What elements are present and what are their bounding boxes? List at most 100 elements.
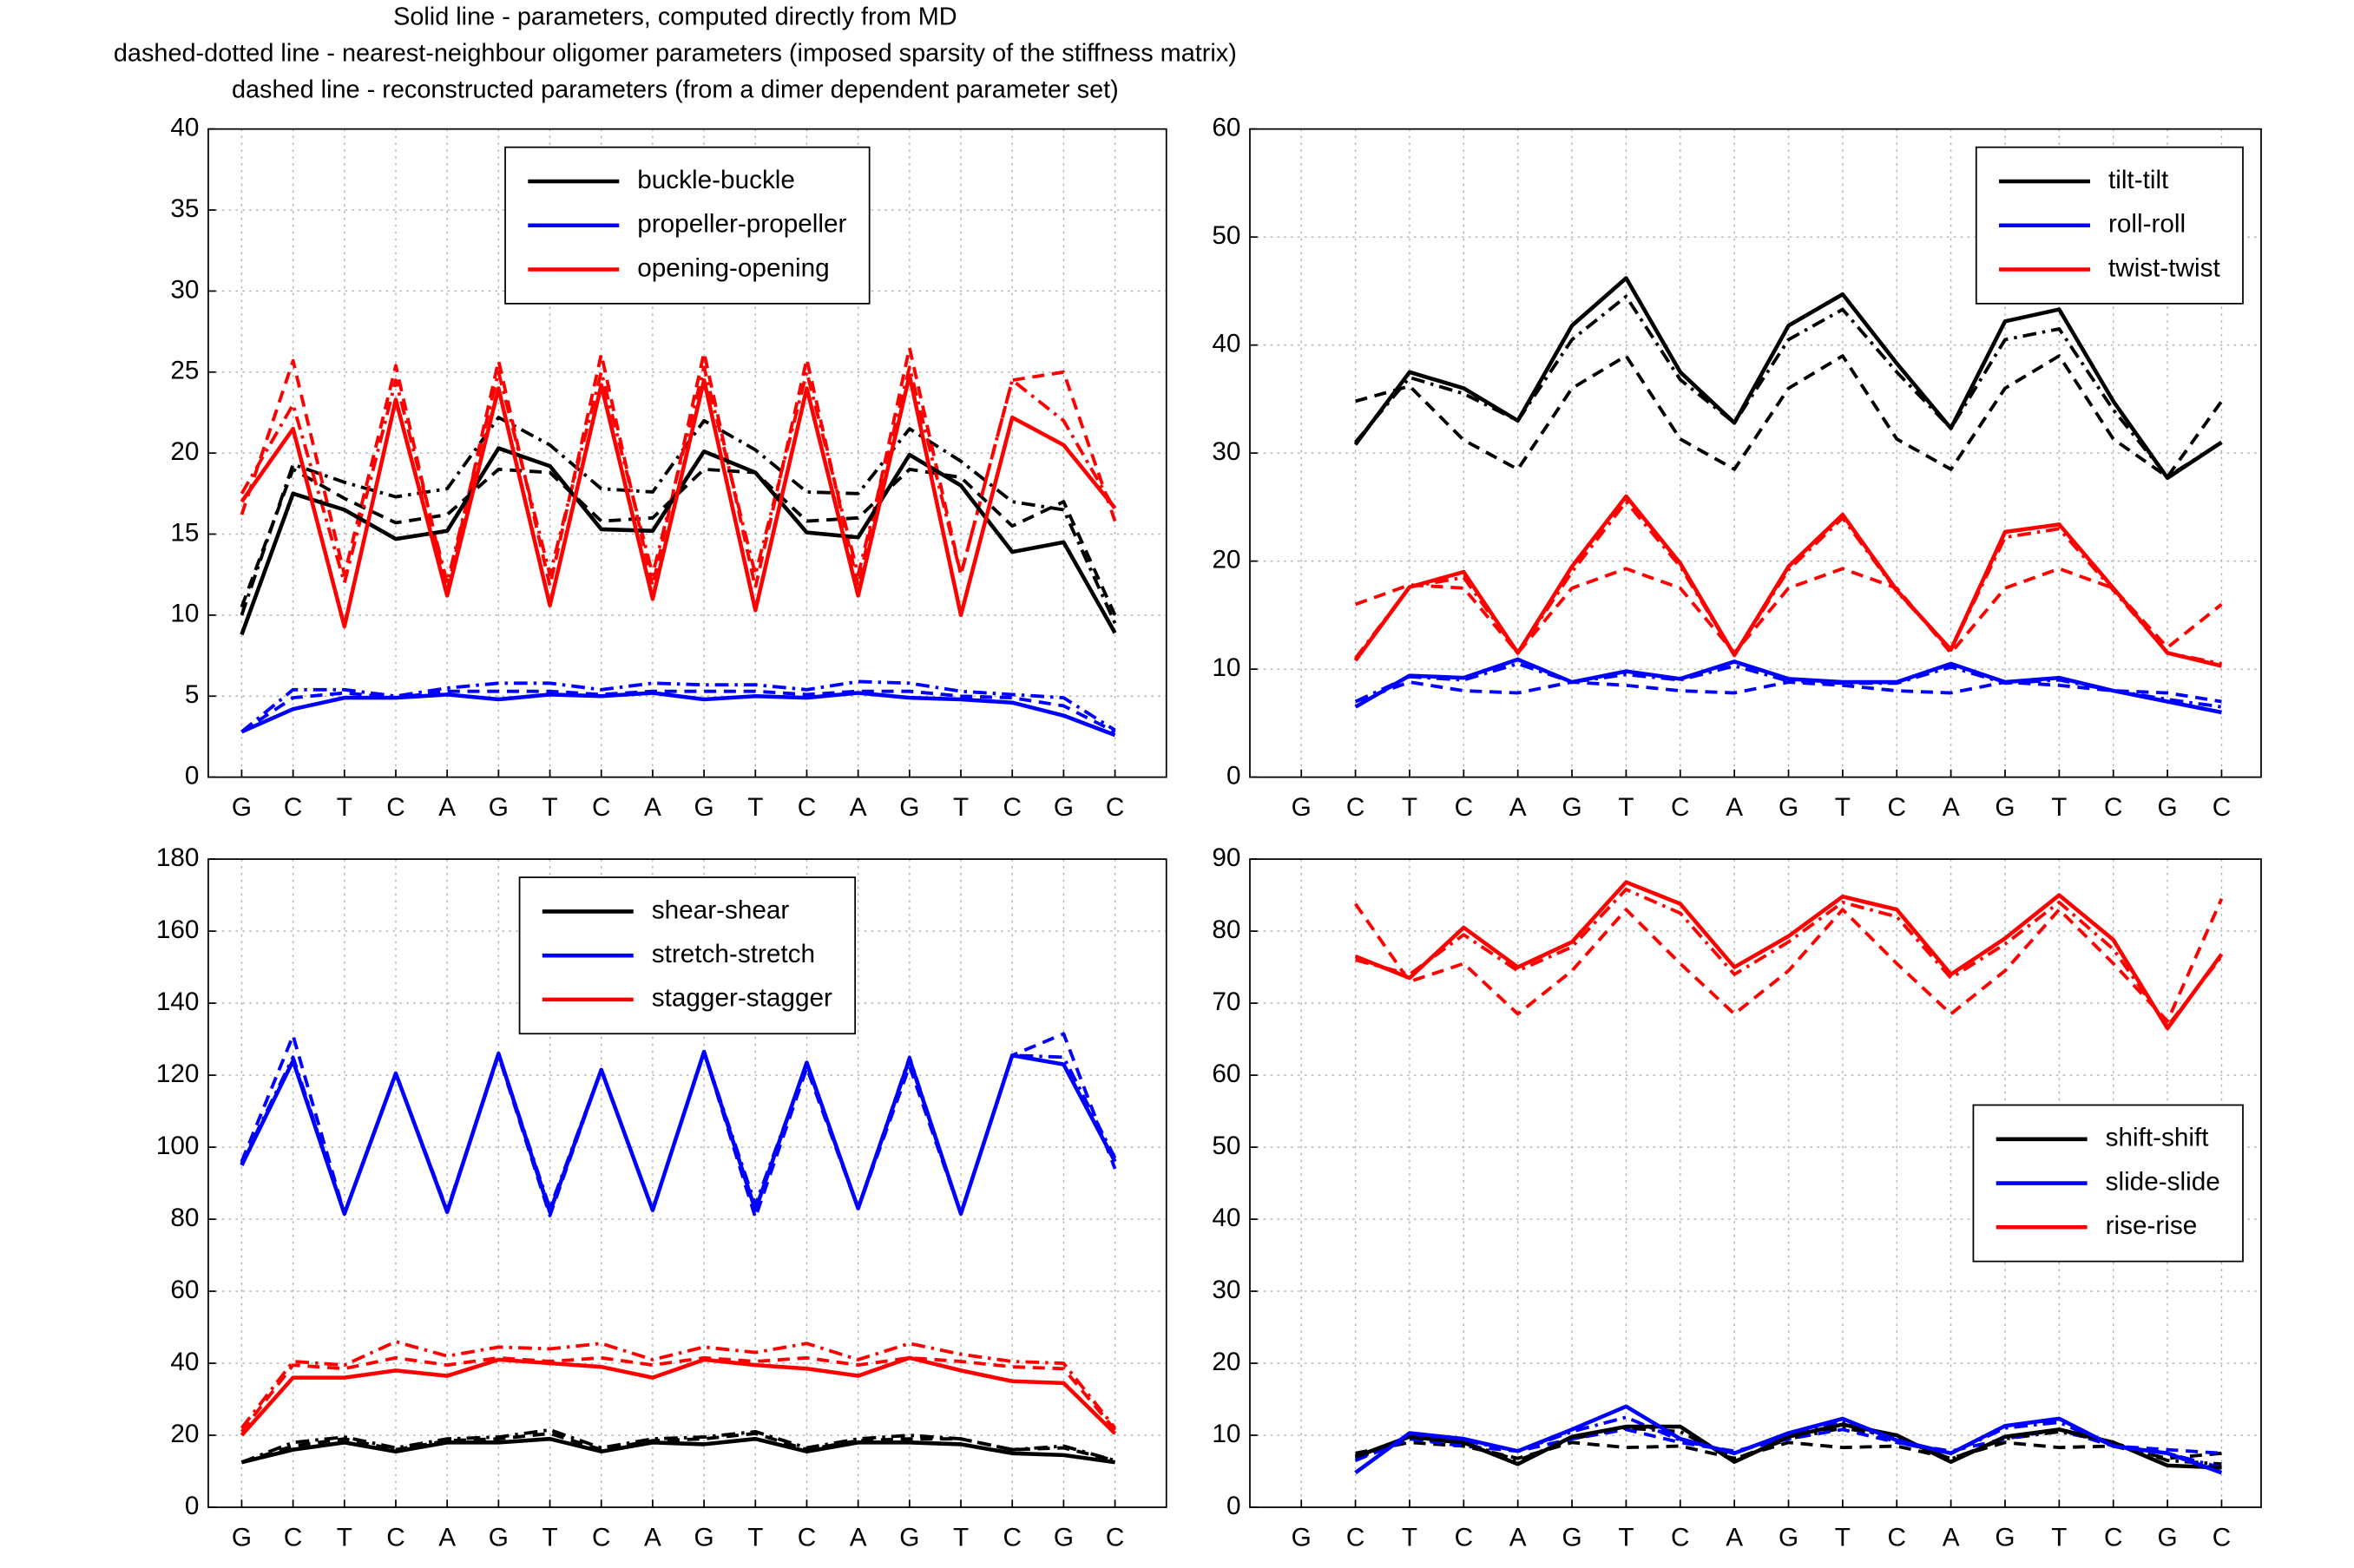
x-tick-label: G bbox=[232, 793, 252, 822]
x-tick-label: G bbox=[694, 793, 714, 822]
x-tick-label: C bbox=[1106, 1524, 1124, 1552]
x-tick-label: G bbox=[694, 1524, 714, 1552]
series-line bbox=[240, 679, 1116, 733]
legend-label: propeller-propeller bbox=[637, 210, 846, 239]
x-tick-label: G bbox=[2158, 1524, 2178, 1552]
x-tick-label: T bbox=[1835, 1524, 1851, 1552]
chart-title: dashed-dotted line - nearest-neighbour o… bbox=[114, 40, 1237, 68]
y-tick-label: 40 bbox=[1212, 1204, 1240, 1232]
y-tick-label: 120 bbox=[156, 1060, 200, 1088]
series-line bbox=[240, 691, 1116, 738]
series-line bbox=[1355, 1440, 2222, 1460]
subplot: 0 10 20 30 40 50 60 70 80 90 G C T C A G T C A G T C A G T C G Cshi… bbox=[1212, 843, 2262, 1552]
y-tick-label: 30 bbox=[1212, 1276, 1240, 1304]
legend-label: stretch-stretch bbox=[652, 940, 815, 968]
y-tick-label: 20 bbox=[1212, 1348, 1240, 1376]
legend: shift-shift slide-slide rise-rise bbox=[1972, 1104, 2244, 1263]
x-tick-label: G bbox=[1292, 1524, 1312, 1552]
y-tick-label: 100 bbox=[156, 1132, 200, 1160]
series-line bbox=[240, 416, 1117, 625]
x-tick-label: T bbox=[953, 793, 969, 822]
series-line bbox=[1353, 897, 2224, 1023]
subplot: 0 20 40 60 80 100 120 140 160 180 G C T C A G T C A G T C A G T C… bbox=[156, 843, 1167, 1552]
x-tick-label: C bbox=[386, 793, 404, 822]
x-tick-label: G bbox=[232, 1524, 252, 1552]
y-tick-label: 20 bbox=[170, 437, 199, 466]
y-tick-label: 40 bbox=[1212, 330, 1240, 358]
x-tick-label: A bbox=[1943, 793, 1960, 822]
series-line bbox=[1354, 1404, 2223, 1475]
x-tick-label: C bbox=[1671, 1524, 1689, 1552]
y-tick-label: 25 bbox=[170, 357, 199, 385]
x-tick-label: G bbox=[489, 793, 509, 822]
series-line bbox=[1353, 276, 2223, 481]
series-line bbox=[1355, 888, 2223, 1028]
x-tick-label: G bbox=[1054, 1524, 1074, 1552]
legend-label: roll-roll bbox=[2108, 210, 2186, 239]
x-tick-label: T bbox=[747, 1524, 763, 1552]
legend-label: shift-shift bbox=[2106, 1124, 2210, 1152]
y-tick-label: 20 bbox=[170, 1420, 199, 1448]
x-tick-label: C bbox=[284, 793, 302, 822]
x-tick-label: A bbox=[850, 1524, 867, 1552]
x-tick-label: G bbox=[899, 793, 919, 822]
series-line bbox=[1354, 880, 2224, 1031]
y-tick-label: 140 bbox=[156, 987, 200, 1016]
legend-label: shear-shear bbox=[652, 896, 790, 924]
x-tick-label: G bbox=[1779, 1524, 1798, 1552]
x-tick-label: C bbox=[386, 1524, 404, 1552]
axes-frame bbox=[207, 128, 1167, 778]
series-line bbox=[240, 1432, 1116, 1464]
x-tick-label: G bbox=[899, 1524, 919, 1552]
y-tick-label: 30 bbox=[170, 275, 199, 304]
y-tick-label: 0 bbox=[185, 761, 200, 790]
x-tick-label: A bbox=[438, 793, 456, 822]
series-line bbox=[240, 689, 1116, 734]
x-tick-label: G bbox=[2158, 793, 2178, 822]
x-tick-label: C bbox=[592, 793, 610, 822]
x-tick-label: C bbox=[798, 793, 816, 822]
chart-title: Solid line - parameters, computed direct… bbox=[393, 3, 957, 31]
x-tick-label: C bbox=[1003, 793, 1021, 822]
x-tick-label: T bbox=[1402, 1524, 1417, 1552]
y-tick-label: 180 bbox=[156, 843, 200, 872]
y-tick-label: 0 bbox=[1226, 761, 1241, 790]
series-line bbox=[1355, 354, 2224, 479]
y-tick-label: 60 bbox=[170, 1276, 199, 1304]
series-line bbox=[240, 373, 1117, 629]
x-tick-label: T bbox=[1618, 1524, 1634, 1552]
subplot: 0 5 10 15 20 25 30 35 40 G C T C A G T C A G T C A G T C G Cbuckle… bbox=[170, 114, 1167, 822]
x-tick-label: A bbox=[1726, 793, 1743, 822]
legend-label: stagger-stagger bbox=[652, 984, 832, 1013]
x-tick-label: C bbox=[1346, 793, 1364, 822]
x-tick-label: A bbox=[438, 1524, 456, 1552]
x-tick-label: A bbox=[1509, 793, 1527, 822]
y-tick-label: 160 bbox=[156, 915, 200, 944]
x-tick-label: T bbox=[1618, 793, 1634, 822]
x-tick-label: C bbox=[1888, 793, 1906, 822]
x-tick-label: T bbox=[337, 793, 352, 822]
series-line bbox=[240, 1436, 1115, 1465]
y-tick-label: 0 bbox=[185, 1492, 200, 1520]
x-tick-label: G bbox=[1562, 793, 1581, 822]
axes-frame bbox=[1249, 128, 2262, 778]
subplot: 0 10 20 30 40 50 60 G C T C A G T C A G T C A G T C G Ctilt-tilt… bbox=[1212, 114, 2262, 822]
series-line bbox=[1354, 680, 2222, 704]
x-tick-label: T bbox=[337, 1524, 352, 1552]
x-tick-label: T bbox=[542, 1524, 557, 1552]
y-tick-label: 40 bbox=[170, 1348, 199, 1376]
x-tick-label: C bbox=[2104, 1524, 2122, 1552]
series-line bbox=[240, 1340, 1117, 1429]
y-tick-label: 10 bbox=[1212, 1420, 1240, 1448]
legend: tilt-tilt roll-roll twist-twist bbox=[1975, 146, 2244, 305]
series-line bbox=[1354, 657, 2222, 715]
legend-label: twist-twist bbox=[2108, 253, 2221, 282]
x-tick-label: G bbox=[1292, 793, 1312, 822]
x-tick-label: A bbox=[850, 793, 867, 822]
y-tick-label: 5 bbox=[185, 680, 200, 709]
x-tick-label: G bbox=[1995, 1524, 2015, 1552]
y-tick-label: 80 bbox=[170, 1204, 199, 1232]
x-tick-label: C bbox=[2104, 793, 2122, 822]
x-tick-label: A bbox=[644, 793, 661, 822]
